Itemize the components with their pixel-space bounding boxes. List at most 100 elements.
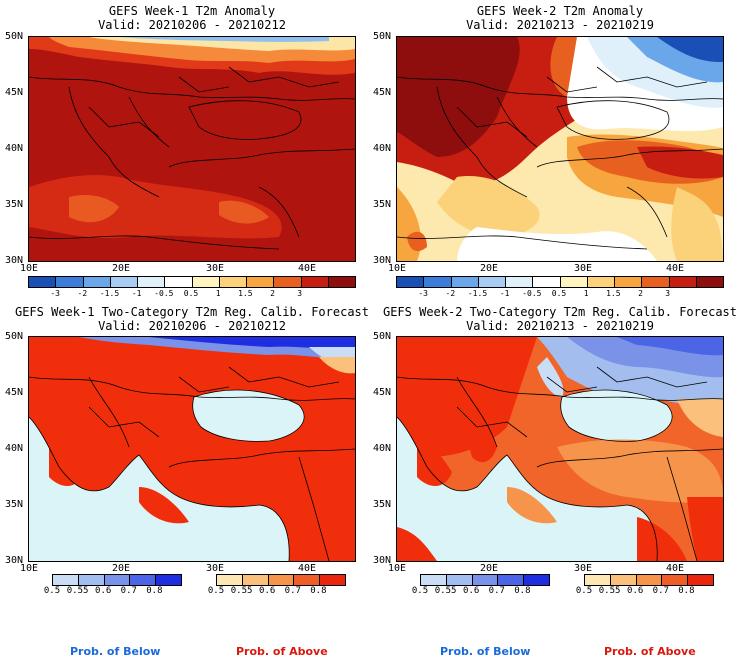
anomaly-color-box — [696, 277, 723, 287]
prob-color-box — [662, 575, 689, 585]
panel3-title: GEFS Week-1 Two-Category T2m Reg. Calib.… — [14, 305, 369, 333]
prob-colorbar-label: 0.8 — [514, 586, 531, 596]
map2-lat-40n: 40N — [373, 143, 392, 154]
anomaly-color-box — [615, 277, 643, 287]
anomaly-colorbar-label: -2 — [77, 289, 88, 298]
anomaly-color-box — [642, 277, 670, 287]
prob-colorbar-label: 0.7 — [488, 586, 505, 596]
map2-lon-10e: 10E — [388, 263, 407, 274]
anomaly-colorbar-label: -1.5 — [99, 289, 120, 298]
prob-above-colorbar-2 — [584, 574, 714, 586]
anomaly-color-box — [247, 277, 275, 287]
prob-color-box — [156, 575, 181, 585]
map4-lat-35n: 35N — [373, 499, 392, 510]
panel4-title: GEFS Week-2 Two-Category T2m Reg. Calib.… — [382, 305, 737, 333]
prob-colorbar-label: 0.6 — [463, 586, 480, 596]
prob-color-box — [636, 575, 663, 585]
anomaly-colorbar-2 — [396, 276, 724, 288]
anomaly-colorbar-label: 3 — [297, 289, 303, 298]
anomaly-color-box — [506, 277, 534, 287]
map1-lat-40n: 40N — [5, 143, 24, 154]
prob-color-box — [688, 575, 713, 585]
prob-colorbar-label: 0.7 — [284, 586, 301, 596]
prob-above-colorbar-1 — [216, 574, 346, 586]
anomaly-color-box — [424, 277, 452, 287]
anomaly-color-box — [110, 277, 138, 287]
prob-above-label-2: Prob. of Above — [604, 645, 696, 658]
anomaly-color-box — [165, 277, 193, 287]
anomaly-color-box — [560, 277, 588, 287]
anomaly-colorbar-label: 1 — [583, 289, 589, 298]
prob-colorbar-label: 0.6 — [259, 586, 276, 596]
anomaly-colorbar-label: -0.5 — [154, 289, 174, 298]
anomaly-colorbar-label: -1.5 — [467, 289, 488, 298]
prob-color-box — [472, 575, 499, 585]
map2-lon-30e: 30E — [574, 263, 593, 274]
prob-above-label-1: Prob. of Above — [236, 645, 328, 658]
map4-lon-10e: 10E — [388, 563, 407, 574]
prob-colorbar-label: 0.7 — [120, 586, 137, 596]
map2-lat-50n: 50N — [373, 31, 392, 42]
anomaly-color-box — [669, 277, 697, 287]
prob-color-box — [446, 575, 473, 585]
map4-lat-30n: 30N — [373, 555, 392, 566]
anomaly-color-box — [397, 277, 425, 287]
anomaly-color-box — [29, 277, 57, 287]
map1-lat-35n: 35N — [5, 199, 24, 210]
map1-lat-50n: 50N — [5, 31, 24, 42]
prob-color-box — [217, 575, 243, 585]
anomaly-colorbar-label: 1 — [215, 289, 221, 298]
anomaly-color-box — [587, 277, 615, 287]
map4-lon-20e: 20E — [480, 563, 499, 574]
prob-color-box — [294, 575, 321, 585]
panel1-title: GEFS Week-1 T2m Anomaly Valid: 20210206 -… — [98, 4, 286, 32]
prob-below-colorbar-2 — [420, 574, 550, 586]
prob-colorbar-label: 0.5 — [43, 586, 61, 596]
prob-color-box — [320, 575, 345, 585]
prob-colorbar-label: 0.8 — [310, 586, 327, 596]
map1-lat-45n: 45N — [5, 87, 24, 98]
prob-below-label-1: Prob. of Below — [70, 645, 161, 658]
week1-probability-map — [28, 336, 356, 562]
anomaly-color-box — [478, 277, 506, 287]
panel2-title: GEFS Week-2 T2m Anomaly Valid: 20210213 -… — [466, 4, 654, 32]
prob-color-box — [498, 575, 525, 585]
anomaly-colorbar-label: 0.5 — [183, 289, 199, 298]
prob-colorbar-label: 0.5 — [575, 586, 593, 596]
map3-lon-10e: 10E — [20, 563, 39, 574]
prob-colorbar-label: 0.5 — [411, 586, 429, 596]
anomaly-colorbar-label: -0.5 — [522, 289, 542, 298]
map3-lat-45n: 45N — [5, 387, 24, 398]
map1-lon-40e: 40E — [298, 263, 317, 274]
prob-color-box — [524, 575, 549, 585]
anomaly-colorbar-label: -3 — [418, 289, 428, 298]
prob-below-colorbar-1 — [52, 574, 182, 586]
prob-color-box — [130, 575, 157, 585]
map4-lon-40e: 40E — [666, 563, 685, 574]
prob-color-box — [585, 575, 611, 585]
map4-lat-40n: 40N — [373, 443, 392, 454]
map4-lon-30e: 30E — [574, 563, 593, 574]
map3-lat-30n: 30N — [5, 555, 24, 566]
anomaly-color-box — [533, 277, 561, 287]
map2-lat-45n: 45N — [373, 87, 392, 98]
map3-lat-50n: 50N — [5, 331, 24, 342]
prob-color-box — [78, 575, 105, 585]
week2-anomaly-map — [396, 36, 724, 262]
prob-color-box — [104, 575, 131, 585]
prob-color-box — [242, 575, 269, 585]
prob-colorbar-label: 0.5 — [207, 586, 225, 596]
map2-lon-20e: 20E — [480, 263, 499, 274]
map3-lon-20e: 20E — [112, 563, 131, 574]
anomaly-colorbar-label: 1.5 — [606, 289, 621, 298]
prob-colorbar-label: 0.6 — [627, 586, 644, 596]
anomaly-colorbar-label: 2 — [638, 289, 643, 298]
prob-color-box — [610, 575, 637, 585]
map2-lat-35n: 35N — [373, 199, 392, 210]
prob-colorbar-label: 0.7 — [652, 586, 669, 596]
anomaly-colorbar-label: -2 — [445, 289, 456, 298]
anomaly-color-box — [328, 277, 355, 287]
anomaly-colorbar-label: 2 — [270, 289, 275, 298]
anomaly-colorbar-label: -1 — [499, 289, 510, 298]
map1-lon-20e: 20E — [112, 263, 131, 274]
